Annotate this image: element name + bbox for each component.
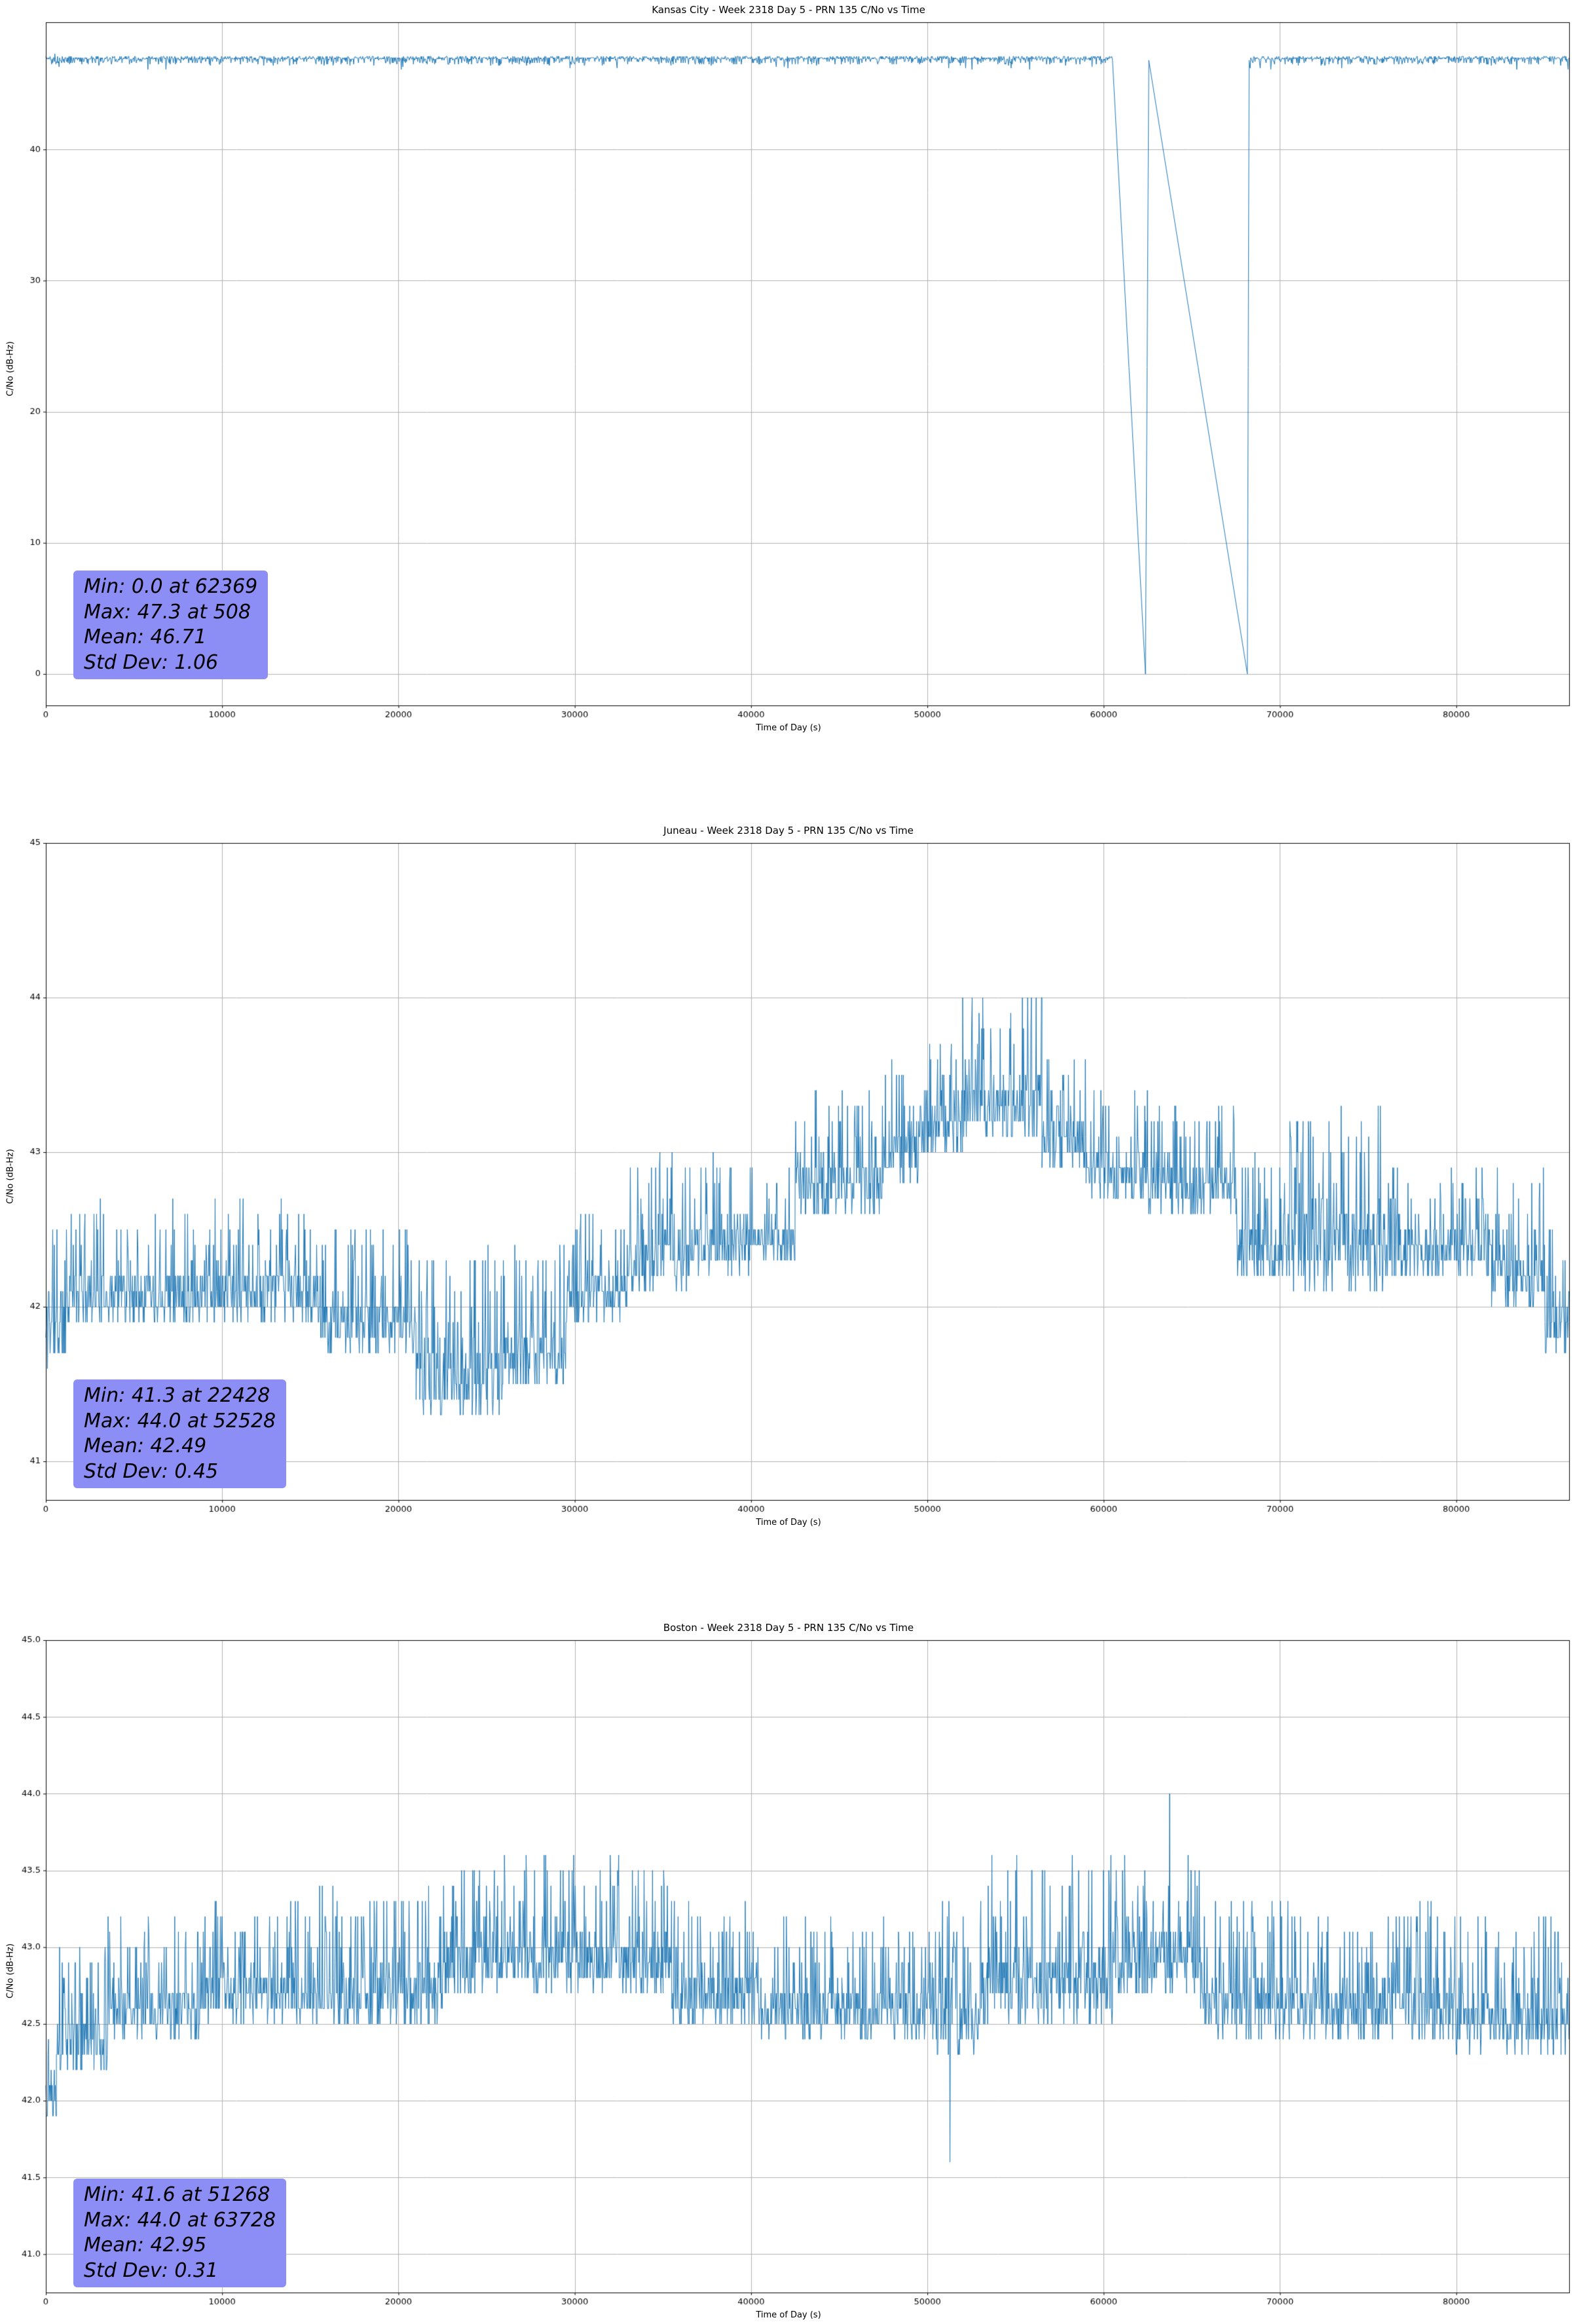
y-axis-label: C/No (dB-Hz) bbox=[5, 1943, 16, 1998]
stats-box: Min: 0.0 at 62369 Max: 47.3 at 508 Mean:… bbox=[73, 571, 269, 679]
stat-mean: Mean: 42.95 bbox=[84, 2234, 207, 2257]
stat-stddev: Std Dev: 1.06 bbox=[84, 650, 219, 674]
y-axis-label: C/No (dB-Hz) bbox=[5, 341, 16, 396]
stat-min: Min: 41.3 at 22428 bbox=[84, 1384, 270, 1408]
stat-mean: Mean: 46.71 bbox=[84, 626, 207, 649]
x-axis-label: Time of Day (s) bbox=[756, 2310, 821, 2320]
y-axis-label: C/No (dB-Hz) bbox=[5, 1148, 16, 1204]
stat-stddev: Std Dev: 0.45 bbox=[84, 1459, 219, 1483]
stat-min: Min: 0.0 at 62369 bbox=[84, 575, 258, 599]
stat-max: Max: 44.0 at 63728 bbox=[84, 2208, 276, 2232]
stats-box: Min: 41.3 at 22428 Max: 44.0 at 52528 Me… bbox=[73, 1379, 287, 1488]
stat-stddev: Std Dev: 0.31 bbox=[84, 2258, 219, 2282]
stat-max: Max: 44.0 at 52528 bbox=[84, 1409, 276, 1433]
stat-max: Max: 47.3 at 508 bbox=[84, 600, 251, 624]
stat-mean: Mean: 42.49 bbox=[84, 1434, 207, 1458]
chart-boston: Boston - Week 2318 Day 5 - PRN 135 C/No … bbox=[0, 1618, 1577, 2324]
x-axis-label: Time of Day (s) bbox=[756, 723, 821, 733]
chart-title: Boston - Week 2318 Day 5 - PRN 135 C/No … bbox=[663, 1622, 914, 1634]
chart-kansas-city: Kansas City - Week 2318 Day 5 - PRN 135 … bbox=[0, 0, 1577, 737]
stat-min: Min: 41.6 at 51268 bbox=[84, 2183, 270, 2207]
chart-juneau: Juneau - Week 2318 Day 5 - PRN 135 C/No … bbox=[0, 821, 1577, 1531]
stats-box: Min: 41.6 at 51268 Max: 44.0 at 63728 Me… bbox=[73, 2179, 287, 2287]
x-axis-label: Time of Day (s) bbox=[756, 1518, 821, 1527]
chart-title: Kansas City - Week 2318 Day 5 - PRN 135 … bbox=[652, 4, 925, 16]
chart-title: Juneau - Week 2318 Day 5 - PRN 135 C/No … bbox=[663, 825, 914, 836]
